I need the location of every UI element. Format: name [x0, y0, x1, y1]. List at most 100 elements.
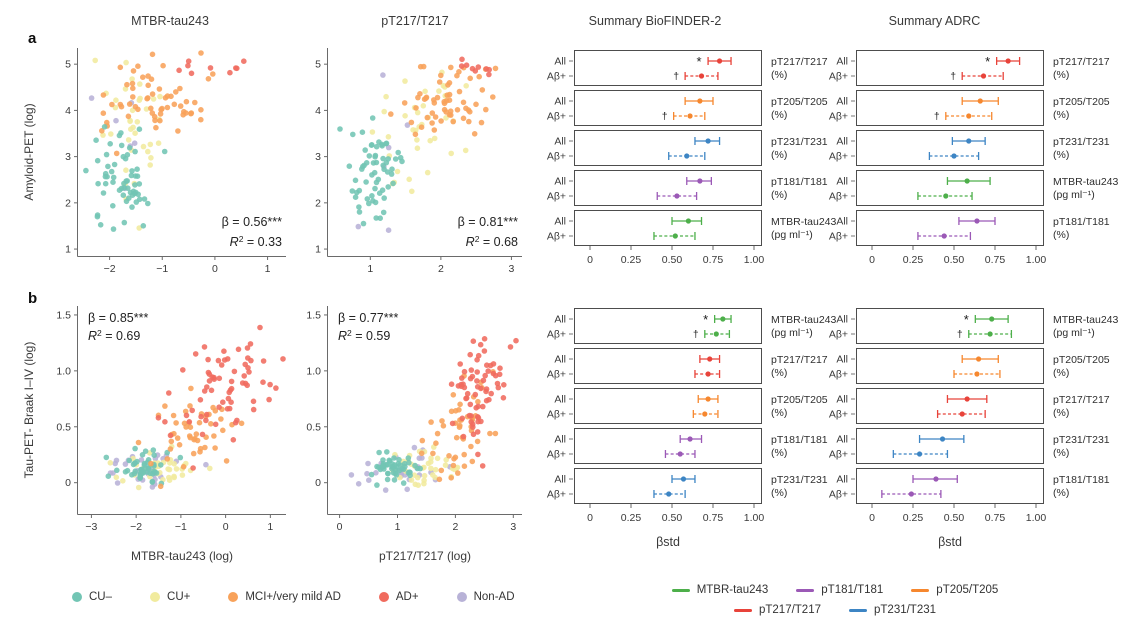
point-estimate: [908, 491, 914, 497]
svg-text:0.5: 0.5: [56, 421, 71, 433]
legend-item-non_ad: Non-AD: [456, 591, 515, 603]
error-bar: [917, 232, 972, 240]
svg-text:Aβ+: Aβ+: [547, 369, 566, 381]
analyte-label: MTBR-tau243: [771, 314, 837, 326]
point-estimate: [916, 451, 923, 457]
x-axis-label: MTBR-tau243 (log): [131, 549, 233, 563]
forest-group: All Aβ+ pT231/T231(%): [547, 130, 828, 166]
point-estimate: [705, 371, 711, 377]
point-estimate: [974, 218, 980, 224]
error-bar: [697, 395, 719, 403]
pt181-color-dash: [796, 588, 815, 592]
analyte-unit: (%): [1053, 487, 1069, 499]
analyte-label: pT205/T205: [771, 96, 828, 108]
svg-text:1.00: 1.00: [1026, 254, 1047, 266]
forest-plot-b-biofinder2: All * Aβ+ † MTBR-tau243(pg ml⁻¹) All Aβ+ pT217/…: [547, 308, 837, 549]
significance-marker: †: [934, 111, 940, 123]
point-estimate: [674, 193, 680, 199]
svg-text:All: All: [554, 96, 566, 108]
svg-text:1.0: 1.0: [306, 365, 321, 377]
legend-item-ad: AD+: [378, 591, 419, 603]
svg-text:All: All: [836, 314, 848, 326]
forest-group: All * Aβ+ † MTBR-tau243(pg ml⁻¹): [829, 308, 1119, 344]
analyte-label: MTBR-tau243: [1053, 314, 1119, 326]
svg-text:0: 0: [869, 512, 875, 524]
svg-text:All: All: [836, 96, 848, 108]
svg-text:R2 = 0.59: R2 = 0.59: [338, 328, 390, 343]
svg-text:Aβ+: Aβ+: [829, 231, 848, 243]
svg-text:R2 = 0.68: R2 = 0.68: [466, 234, 518, 249]
point-estimate: [680, 476, 687, 482]
svg-text:R2 = 0.33: R2 = 0.33: [230, 234, 282, 249]
error-bar: [917, 192, 973, 200]
svg-text:2: 2: [65, 197, 71, 209]
svg-text:β = 0.77***: β = 0.77***: [338, 311, 398, 325]
forest-group: All * Aβ+ † pT217/T217(%): [547, 50, 828, 86]
legend-label: CU–: [89, 591, 113, 603]
svg-text:Aβ+: Aβ+: [829, 151, 848, 163]
point-estimate: [943, 193, 949, 199]
svg-text:4: 4: [315, 105, 321, 117]
svg-text:−2: −2: [130, 521, 142, 533]
error-bar: [961, 355, 999, 363]
point-estimate: [685, 218, 691, 224]
legend-label: CU+: [167, 591, 191, 603]
svg-text:Aβ+: Aβ+: [547, 409, 566, 421]
error-bar: [953, 370, 1001, 378]
x-axis: 0 0.25 0.50 0.75 1.00: [587, 246, 764, 266]
svg-text:All: All: [836, 216, 848, 228]
svg-text:−1: −1: [175, 521, 187, 533]
svg-text:2: 2: [452, 521, 458, 533]
svg-text:Aβ+: Aβ+: [547, 489, 566, 501]
legend-label: pT205/T205: [936, 584, 999, 596]
svg-text:Aβ+: Aβ+: [547, 151, 566, 163]
scatter-plot-b-mtbr-tau243: −3 −2 −1 0 1 0 0.5 1.0 1.5 Tau-PET- Braak I–IV (l…: [22, 306, 286, 563]
analyte-unit: (%): [1053, 109, 1069, 121]
point-estimate: [707, 356, 713, 362]
svg-text:1: 1: [395, 521, 401, 533]
svg-text:β = 0.81***: β = 0.81***: [458, 215, 518, 229]
analyte-unit: (pg ml⁻¹): [1053, 327, 1095, 339]
point-estimate: [989, 316, 995, 322]
cu_minus-color-dot: [72, 592, 82, 602]
panel-label-a: a: [28, 30, 37, 47]
legend-item-pt217: pT217/T217: [733, 604, 821, 616]
points-layer: [83, 50, 247, 232]
svg-text:All: All: [554, 216, 566, 228]
analyte-unit: (%): [1053, 407, 1069, 419]
y-axis-label: Tau-PET- Braak I–IV (log): [22, 342, 36, 479]
forest-legend-row-1: MTBR-tau243 pT181/T181 pT205/T205: [645, 584, 1025, 596]
svg-text:All: All: [836, 56, 848, 68]
analyte-unit: (%): [1053, 229, 1069, 241]
analyte-unit: (%): [771, 149, 787, 161]
points-layer: [348, 336, 519, 493]
error-bar: [918, 435, 965, 443]
analyte-label: pT231/T231: [1053, 136, 1110, 148]
forest-group: All * Aβ+ † pT217/T217(%): [829, 50, 1110, 86]
svg-text:All: All: [554, 56, 566, 68]
legend-item-cu_plus: CU+: [150, 591, 190, 603]
forest-group: All Aβ+ † pT205/T205(%): [829, 90, 1110, 126]
error-bar: [713, 315, 732, 323]
error-bar: [699, 355, 721, 363]
error-bar: [668, 152, 706, 160]
legend-item-pt205: pT205/T205: [911, 584, 998, 596]
x-axis-label: βstd: [938, 535, 962, 549]
point-estimate: [705, 138, 711, 144]
error-bar: [653, 490, 686, 498]
forest-group: All Aβ+ pT181/T181(%): [547, 170, 828, 206]
points-layer: [337, 56, 499, 233]
point-estimate: [698, 73, 705, 79]
forest-group: All Aβ+ pT181/T181(%): [829, 468, 1110, 504]
cu_plus-color-dot: [150, 592, 161, 602]
svg-text:Aβ+: Aβ+: [547, 231, 566, 243]
error-bar: [928, 152, 980, 160]
svg-text:0.50: 0.50: [662, 512, 683, 524]
svg-text:Aβ+: Aβ+: [547, 191, 566, 203]
svg-text:0.75: 0.75: [703, 512, 724, 524]
point-estimate: [713, 331, 719, 337]
analyte-label: pT181/T181: [771, 434, 828, 446]
non_ad-color-dot: [456, 592, 467, 602]
svg-text:0: 0: [587, 254, 593, 266]
